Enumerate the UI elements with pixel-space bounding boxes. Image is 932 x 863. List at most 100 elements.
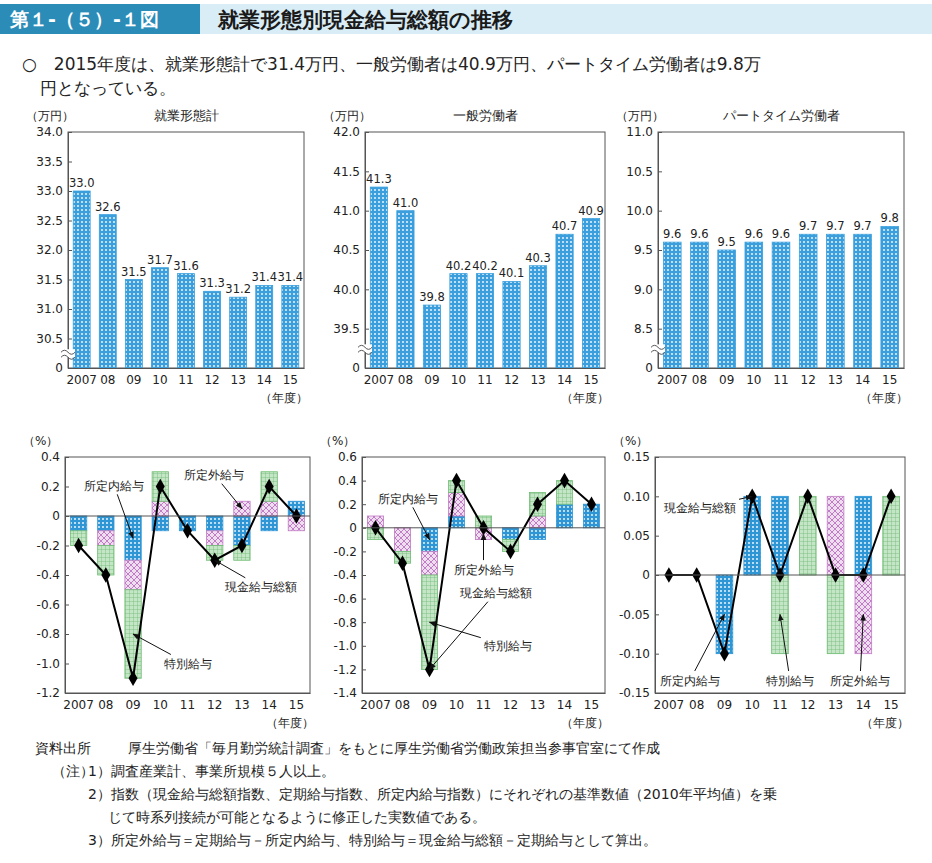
x-axis-title: （年度） <box>860 391 908 405</box>
x-tick-label: 13 <box>231 373 246 387</box>
zero-line <box>65 516 310 517</box>
y-tick: 8.5 <box>634 322 662 336</box>
data-label: 9.8 <box>881 211 899 225</box>
bar-segment <box>529 516 545 528</box>
x-axis-line <box>366 368 606 369</box>
chart: 所定内給与所定外給与現金給与総額特別給与-1.2-1.0-0.8-0.6-0.4… <box>23 434 314 730</box>
y-tick-label: 11.0 <box>626 125 653 139</box>
y-tick: -0.8 <box>334 616 366 630</box>
y-tick-label: -0.6 <box>334 592 357 606</box>
x-tick-label: 12 <box>504 373 519 387</box>
data-label: 41.3 <box>366 172 392 186</box>
plot-frame <box>658 132 904 368</box>
source-label: 資料出所 <box>35 740 91 756</box>
annotation-label: 所定外給与 <box>454 563 514 577</box>
y-tick-label: 10.5 <box>626 165 653 179</box>
bar <box>881 226 899 368</box>
note: じて時系列接続が可能となるように修正した実数値である。 <box>108 809 486 825</box>
marker <box>156 479 165 495</box>
data-label: 9.5 <box>717 235 735 249</box>
data-label: 9.7 <box>853 219 871 233</box>
y-tick: 33.5 <box>36 155 72 169</box>
bar-segment <box>799 496 816 575</box>
y-tick-label: 33.5 <box>36 155 63 169</box>
y-tick-mark <box>362 551 366 552</box>
bar <box>529 266 546 368</box>
bar-segment <box>502 528 518 540</box>
y-axis: -1.4-1.2-1.0-0.8-0.6-0.4-0.200.20.40.6 <box>334 450 366 700</box>
data-label: 40.1 <box>499 266 525 280</box>
y-tick-mark <box>658 250 662 251</box>
x-tick-label: 09 <box>125 698 140 712</box>
y-tick-mark <box>68 221 72 222</box>
y-tick-mark <box>658 329 662 330</box>
y-tick: 0 <box>642 568 659 582</box>
x-axis-title: （年度） <box>260 391 308 405</box>
bar-segment <box>70 516 86 531</box>
y-tick-mark <box>365 289 369 290</box>
chart: 41.341.039.840.240.240.140.340.740.9039.… <box>323 108 609 405</box>
y-axis-title: （%） <box>23 434 58 448</box>
y-tick: 0.2 <box>338 498 366 512</box>
y-tick: -0.6 <box>334 592 366 606</box>
bar <box>476 274 493 368</box>
y-tick-label: 9.0 <box>634 283 653 297</box>
x-tick-label: 08 <box>100 373 115 387</box>
y-tick-label: 0.10 <box>623 490 650 504</box>
y-tick-mark <box>365 329 369 330</box>
data-label: 40.9 <box>578 204 604 218</box>
annotation-arrow <box>860 614 863 671</box>
bar-segment <box>716 575 733 654</box>
bar-segment <box>827 575 844 654</box>
axis-break <box>61 350 75 359</box>
y-tick: 9.5 <box>634 243 662 257</box>
annotation-arrow <box>117 494 133 538</box>
bar <box>370 187 387 368</box>
data-label: 40.2 <box>472 259 498 273</box>
y-tick: 0.15 <box>623 450 659 464</box>
x-tick: 10 <box>153 693 168 712</box>
y-tick-mark <box>362 646 366 647</box>
bar <box>423 305 440 368</box>
data-label: 9.6 <box>663 227 681 241</box>
marks <box>70 472 304 686</box>
y-tick-mark <box>655 457 659 458</box>
y-tick-mark <box>68 162 72 163</box>
marker <box>452 473 461 489</box>
y-tick-mark <box>365 171 369 172</box>
data-label: 9.6 <box>745 227 763 241</box>
annotation-arrow <box>215 560 246 578</box>
y-tick-mark <box>362 528 366 529</box>
x-tick: 13 <box>828 368 843 387</box>
marks <box>370 187 599 368</box>
x-tick-label: 15 <box>584 698 599 712</box>
x-axis: 20070809101112131415 <box>360 693 605 712</box>
x-tick: 10 <box>746 368 761 387</box>
x-tick-label: 2007 <box>654 698 685 712</box>
y-tick-label: 0.2 <box>41 480 60 494</box>
annotation-label: 特別給与 <box>164 657 212 671</box>
bar-segment <box>556 504 572 528</box>
y-tick: 10.0 <box>626 204 662 218</box>
bar-segment <box>261 516 277 531</box>
y-tick-label: -1.4 <box>334 686 357 700</box>
y-tick-label: 0 <box>52 509 60 523</box>
chart-title: 就業形態計 <box>154 108 219 123</box>
data-label: 40.7 <box>552 219 578 233</box>
y-tick-mark <box>68 132 72 133</box>
y-tick-mark <box>658 211 662 212</box>
y-tick-mark <box>65 605 69 606</box>
y-tick: 0.10 <box>623 490 659 504</box>
bar <box>745 242 763 368</box>
x-tick-label: 08 <box>692 373 707 387</box>
annotation-label: 現金給与総額 <box>460 586 532 600</box>
bar <box>230 297 247 368</box>
x-tick: 11 <box>773 368 788 387</box>
y-tick-mark <box>365 132 369 133</box>
x-tick: 09 <box>126 368 141 387</box>
x-tick: 14 <box>257 368 272 387</box>
x-tick: 12 <box>207 693 222 712</box>
line <box>376 481 592 670</box>
data-label: 9.7 <box>799 219 817 233</box>
y-tick-mark <box>68 191 72 192</box>
